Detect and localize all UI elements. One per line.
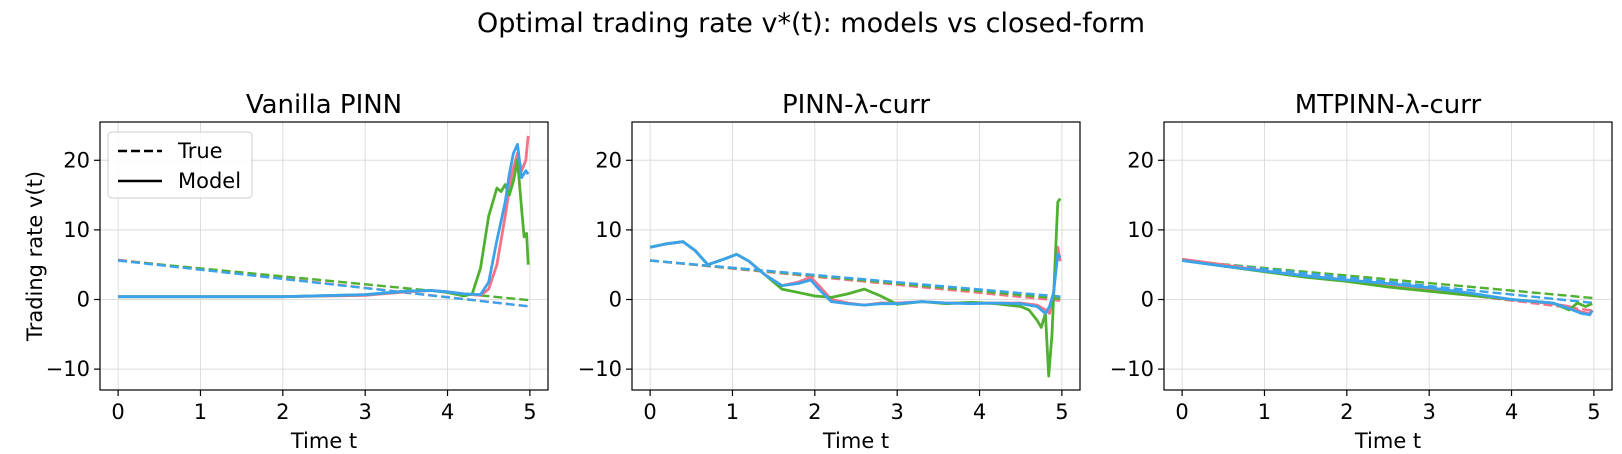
series-group	[649, 197, 1063, 378]
true-line-2	[649, 259, 1063, 300]
y-tick-label: 10	[595, 218, 622, 242]
subplot-title: PINN-λ-curr	[782, 90, 930, 120]
x-tick-label: 5	[523, 400, 536, 424]
legend-model-label: Model	[178, 169, 241, 193]
y-tick-label: 0	[609, 288, 622, 312]
x-tick-label: 5	[1587, 400, 1600, 424]
model-line-3	[118, 142, 530, 299]
y-tick-label: 0	[77, 288, 90, 312]
true-line-1	[649, 259, 1063, 303]
x-tick-label: 1	[194, 400, 207, 424]
subplot-3: 0 1 2 3 4 5 −10 0 10 20 MTPINN-λ-curr Time t	[1110, 90, 1613, 453]
legend-true-label: True	[177, 139, 223, 163]
x-tick-label: 4	[973, 400, 986, 424]
x-tick-label: 1	[1258, 400, 1271, 424]
y-tick-label: 10	[1127, 218, 1154, 242]
series-group	[1181, 257, 1595, 317]
x-tick-label: 3	[358, 400, 371, 424]
model-line-3	[649, 240, 1062, 315]
x-tick-label: 4	[441, 400, 454, 424]
subplot-2: 0 1 2 3 4 5 −10 0 10 20 PINN-λ-curr Time t	[578, 90, 1081, 453]
y-axis-label: Trading rate v(t)	[23, 171, 47, 342]
legend: True Model	[107, 131, 253, 199]
true-line-3	[117, 259, 531, 308]
subplot-title: MTPINN-λ-curr	[1295, 90, 1482, 120]
x-axis-label: Time t	[822, 429, 889, 453]
x-tick-label: 0	[1175, 400, 1188, 424]
y-tick-label: 20	[63, 148, 90, 172]
x-tick-label: 5	[1055, 400, 1068, 424]
model-line-2	[649, 197, 1062, 378]
x-tick-label: 1	[726, 400, 739, 424]
y-tick-label: 20	[595, 148, 622, 172]
model-line-3	[1181, 259, 1594, 317]
subplot-title: Vanilla PINN	[246, 90, 402, 120]
series-group	[117, 135, 531, 308]
x-tick-label: 3	[1422, 400, 1435, 424]
y-tick-label: −10	[578, 357, 622, 381]
x-tick-label: 3	[890, 400, 903, 424]
axes-frame	[631, 121, 1081, 391]
x-tick-label: 0	[643, 400, 656, 424]
axes-frame	[1163, 121, 1613, 391]
axes-frame	[99, 121, 549, 391]
figure-title: Optimal trading rate v*(t): models vs cl…	[477, 8, 1145, 39]
x-tick-label: 0	[111, 400, 124, 424]
y-tick-label: −10	[46, 357, 90, 381]
x-axis-label: Time t	[1354, 429, 1421, 453]
x-tick-label: 4	[1505, 400, 1518, 424]
y-tick-label: 20	[1127, 148, 1154, 172]
x-axis-label: Time t	[290, 429, 357, 453]
true-line-3	[649, 259, 1063, 298]
x-tick-label: 2	[808, 400, 821, 424]
true-line-2	[1181, 259, 1595, 300]
x-tick-label: 2	[276, 400, 289, 424]
subplot-1: 0 1 2 3 4 5 −10 0 10 20 Vanilla PINN Time t Trading …	[23, 90, 549, 453]
y-tick-label: −10	[1110, 357, 1154, 381]
x-tick-label: 2	[1340, 400, 1353, 424]
y-tick-label: 10	[63, 218, 90, 242]
y-tick-label: 0	[1141, 288, 1154, 312]
